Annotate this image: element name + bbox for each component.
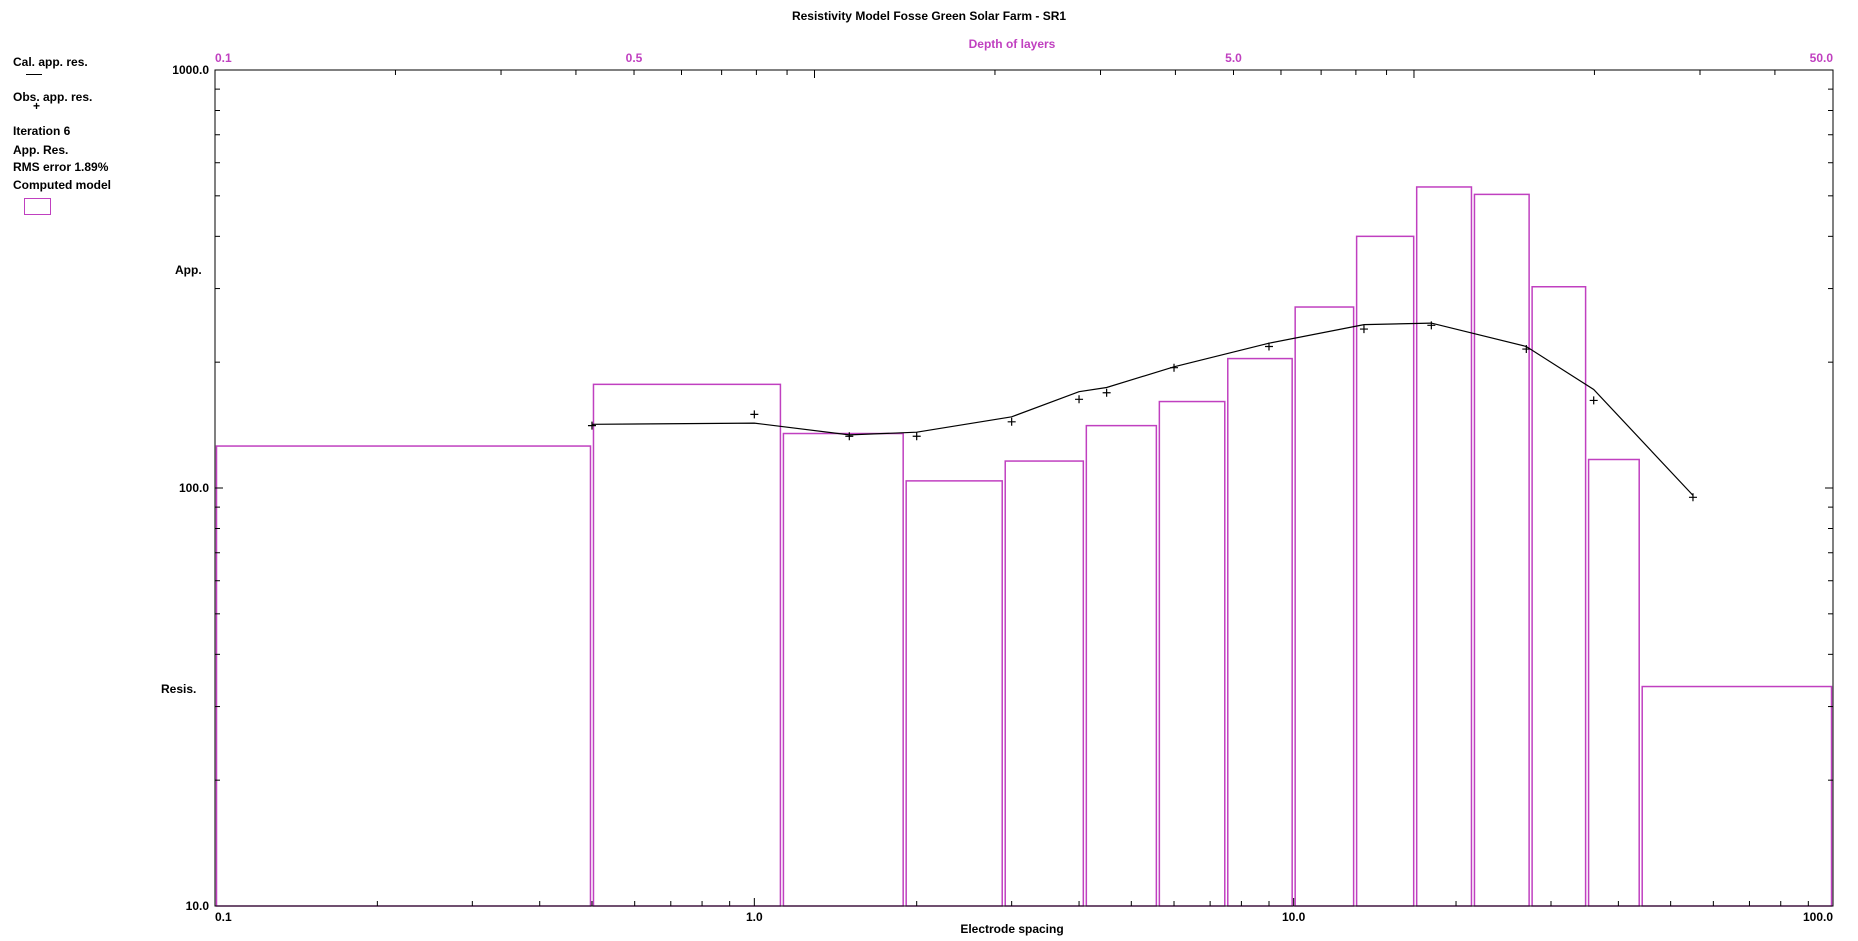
calculated-curve [591, 322, 1694, 496]
model-layer-2 [592, 383, 782, 907]
model-layer-14 [1587, 458, 1640, 907]
model-layer-12 [1473, 193, 1530, 907]
legend-iteration: Iteration 6 [13, 124, 71, 138]
obs-point-7 [1102, 388, 1111, 397]
depth-tick-label-2: 0.5 [626, 51, 643, 65]
obs-point-2 [750, 410, 759, 419]
obs-point-12 [1522, 345, 1531, 354]
obs-point-5 [1007, 417, 1016, 426]
model-layer-8 [1227, 357, 1293, 907]
model-layer-10 [1355, 235, 1415, 907]
computed-model-layers [215, 186, 1833, 907]
depth-tick-label-3: 5.0 [1225, 51, 1242, 65]
legend-rms-error: RMS error 1.89% [13, 160, 109, 174]
obs-point-8 [1170, 363, 1179, 372]
model-layer-1 [215, 445, 592, 907]
x-tick-label-3: 10.0 [1282, 910, 1306, 924]
legend-app-res: App. Res. [13, 143, 69, 157]
x-axis-label: Electrode spacing [960, 922, 1064, 936]
depth-tick-label-1: 0.1 [215, 51, 232, 65]
depth-tick-label-4: 50.0 [1810, 51, 1834, 65]
legend-model-label: Computed model [13, 178, 111, 192]
model-layer-3 [782, 432, 904, 907]
observed-points [587, 321, 1697, 502]
y-tick-label-3: 1000.0 [172, 63, 209, 77]
legend-model-swatch [24, 198, 51, 215]
y-axis-label-bottom: Resis. [161, 682, 197, 696]
plot-frame [214, 69, 1834, 907]
model-layer-5 [1004, 460, 1085, 907]
x-tick-label-4: 100.0 [1803, 910, 1833, 924]
legend-obs-label: Obs. app. res. [13, 90, 93, 104]
obs-point-10 [1359, 325, 1368, 334]
obs-point-6 [1075, 395, 1084, 404]
model-layer-9 [1294, 306, 1355, 907]
y-axis-label-top: App. [175, 263, 202, 277]
obs-point-14 [1688, 493, 1697, 502]
axes: 10.0 100.0 1000.0 0.1 1.0 10.0 100.0 0.1 0.5 5.0 5… [172, 51, 1834, 924]
y-tick-label-2: 100.0 [179, 481, 209, 495]
obs-point-9 [1264, 342, 1273, 351]
obs-point-11 [1427, 321, 1436, 330]
legend-obs-plus-icon: + [33, 99, 41, 113]
model-layer-7 [1158, 400, 1226, 907]
chart-title: Resistivity Model Fosse Green Solar Farm… [791, 9, 1067, 23]
model-layer-15 [1641, 685, 1833, 907]
x-tick-label-1: 0.1 [215, 910, 232, 924]
obs-point-4 [912, 432, 921, 441]
cal-app-res-line [591, 322, 1694, 496]
obs-point-13 [1589, 396, 1598, 405]
model-layer-6 [1085, 424, 1158, 907]
obs-point-1 [587, 421, 596, 430]
depth-axis-label: Depth of layers [968, 37, 1056, 51]
legend-cal-line-sample [26, 74, 42, 75]
x-tick-label-2: 1.0 [746, 910, 763, 924]
legend-cal-label: Cal. app. res. [13, 55, 88, 69]
obs-point-3 [845, 432, 854, 441]
y-tick-label-1: 10.0 [186, 899, 210, 913]
model-layer-11 [1415, 186, 1473, 907]
model-layer-4 [905, 480, 1003, 907]
